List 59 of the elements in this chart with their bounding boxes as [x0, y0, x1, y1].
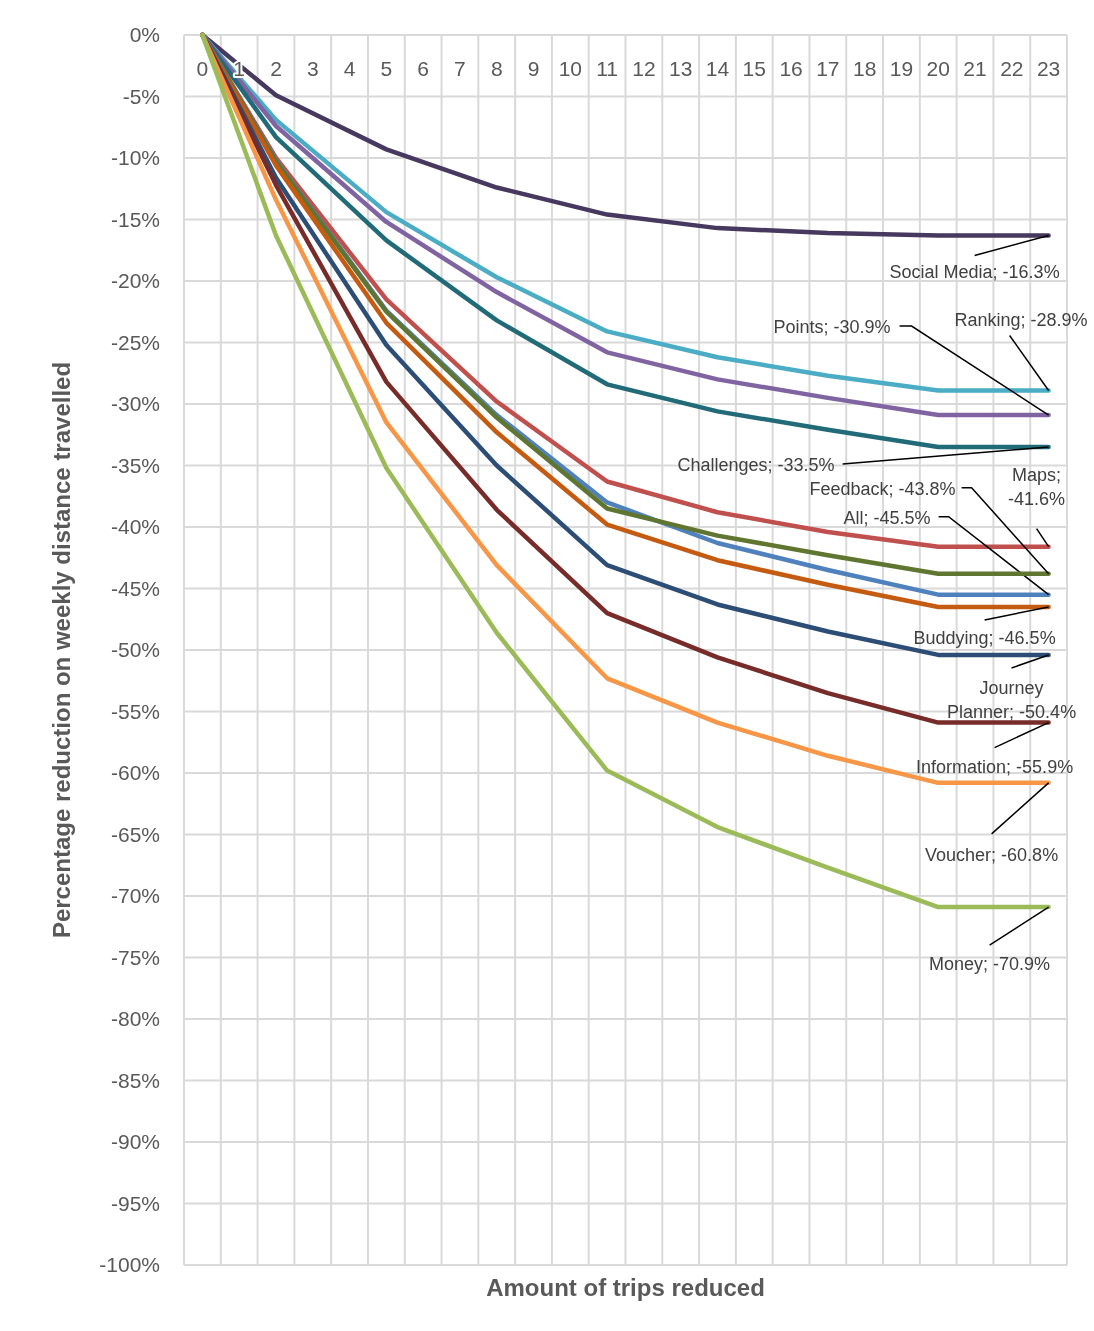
x-tick-label: 13: [669, 57, 693, 80]
x-tick-label: 6: [417, 57, 429, 80]
data-label: Maps; -41.6%: [1008, 464, 1066, 509]
y-tick-label: -5%: [122, 84, 160, 108]
y-axis-title: Percentage reduction on weekly distance travelled: [48, 361, 75, 939]
y-tick-label: -25%: [110, 330, 160, 354]
data-label: Ranking; -28.9%: [954, 310, 1088, 331]
data-label: Social Media; -16.3%: [889, 262, 1060, 283]
x-tick-label: 12: [632, 57, 656, 80]
y-tick-label: -40%: [110, 515, 160, 539]
data-label: Points; -30.9%: [773, 317, 891, 338]
x-axis-title: Amount of trips reduced: [486, 1274, 765, 1301]
x-tick-label: 20: [926, 57, 950, 80]
y-tick-label: -10%: [110, 146, 160, 170]
y-tick-label: -65%: [110, 822, 160, 846]
y-tick-label: -60%: [110, 761, 160, 785]
x-tick-label: 17: [816, 57, 840, 80]
y-tick-label: -80%: [110, 1007, 160, 1031]
x-tick-label: 9: [527, 57, 540, 80]
y-tick-label: -90%: [110, 1130, 160, 1154]
y-tick-label: -45%: [110, 576, 160, 600]
y-tick-label: 0%: [129, 23, 160, 47]
y-tick-label: -50%: [110, 638, 160, 662]
x-tick-label: 19: [889, 57, 914, 80]
data-label: Buddying; -46.5%: [913, 627, 1056, 648]
data-label: Journey Planner; -50.4%: [947, 677, 1077, 722]
x-tick-label: 22: [1000, 57, 1024, 80]
data-label: All; -45.5%: [843, 507, 931, 528]
x-tick-label: 11: [596, 57, 619, 80]
x-tick-label: 0: [196, 57, 209, 80]
x-tick-label: 8: [490, 57, 503, 80]
x-tick-label: 21: [963, 57, 987, 80]
x-tick-label: 3: [306, 57, 319, 80]
y-tick-label: -30%: [110, 392, 160, 416]
y-tick-label: -55%: [110, 699, 160, 723]
data-label: Voucher; -60.8%: [925, 844, 1059, 865]
x-tick-label: 23: [1036, 57, 1061, 80]
data-label: Feedback; -43.8%: [809, 478, 956, 499]
data-label: Money; -70.9%: [929, 954, 1051, 975]
y-tick-label: -85%: [110, 1068, 160, 1092]
x-tick-label: 5: [380, 57, 393, 80]
y-tick-label: -100%: [99, 1253, 160, 1277]
x-tick-label: 7: [454, 57, 466, 80]
y-tick-label: -70%: [110, 884, 160, 908]
x-tick-label: 18: [852, 57, 877, 80]
y-tick-label: -15%: [110, 207, 160, 231]
x-tick-label: 16: [779, 57, 803, 80]
x-tick-label: 15: [742, 57, 766, 80]
x-tick-label: 1: [233, 57, 246, 80]
x-tick-label: 14: [705, 57, 730, 80]
data-label: Information; -55.9%: [916, 756, 1074, 777]
y-tick-label: -20%: [110, 269, 160, 293]
y-tick-label: -95%: [110, 1191, 160, 1215]
y-tick-label: -35%: [110, 453, 160, 477]
x-tick-label: 10: [558, 57, 582, 80]
data-label: Challenges; -33.5%: [677, 455, 835, 476]
x-tick-label: 4: [343, 57, 356, 80]
x-tick-label: 2: [270, 57, 282, 80]
y-tick-label: -75%: [110, 945, 160, 969]
